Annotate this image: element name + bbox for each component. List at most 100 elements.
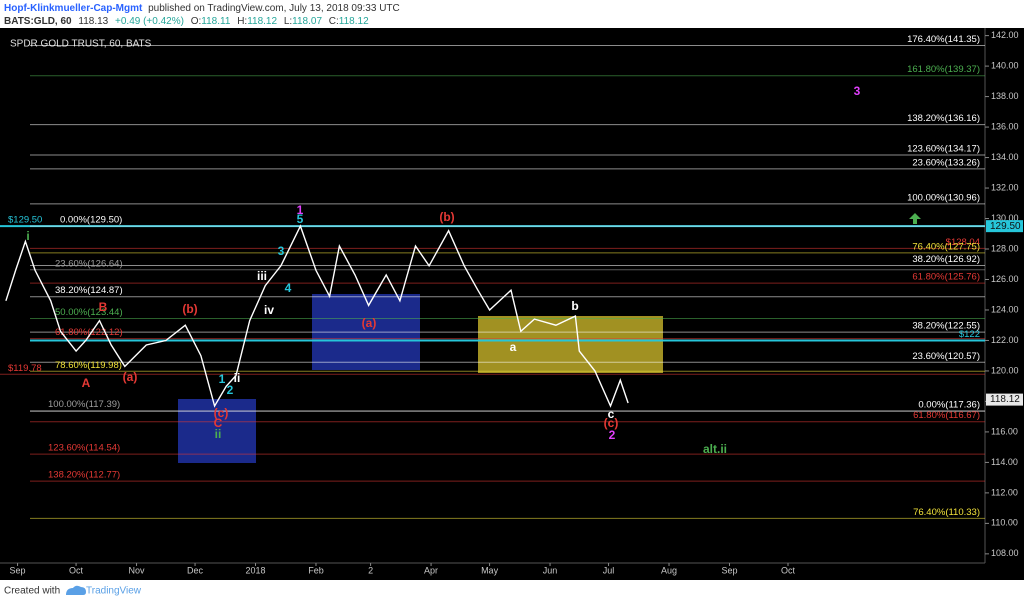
y-tick-label: 114.00 bbox=[991, 457, 1018, 467]
y-tick-label: 140.00 bbox=[991, 60, 1019, 70]
x-tick-label: Feb bbox=[308, 565, 324, 575]
level-label: 123.60%(114.54) bbox=[48, 443, 120, 454]
y-tick-label: 138.00 bbox=[991, 91, 1019, 101]
wave-label: (a) bbox=[123, 370, 138, 384]
x-tick-label: Sep bbox=[10, 565, 26, 575]
brand[interactable]: TradingView bbox=[86, 586, 142, 597]
y-tick-label: 122.00 bbox=[991, 335, 1019, 345]
last-price: 118.13 bbox=[78, 16, 108, 27]
x-tick-label: Apr bbox=[424, 565, 438, 575]
high: 118.12 bbox=[247, 16, 277, 27]
wave-label: ii bbox=[234, 371, 241, 385]
y-tick-label: 142.00 bbox=[991, 30, 1019, 40]
wave-label: (a) bbox=[362, 316, 377, 330]
wave-label: iv bbox=[264, 303, 274, 317]
level-label: 78.60%(119.98) bbox=[55, 360, 122, 371]
wave-label: c bbox=[608, 407, 615, 421]
level-label: 76.40%(127.75) bbox=[912, 241, 980, 252]
wave-label: 1 bbox=[219, 372, 226, 386]
wave-label: B bbox=[99, 300, 108, 314]
level-label: $128.04 bbox=[946, 237, 980, 248]
x-tick-label: 2 bbox=[368, 565, 373, 575]
level-label: 138.20%(112.77) bbox=[48, 470, 120, 481]
level-label: 23.60%(133.26) bbox=[912, 157, 980, 168]
wave-label: (b) bbox=[439, 210, 454, 224]
level-label: 38.20%(122.55) bbox=[912, 321, 980, 332]
close-label: C: bbox=[329, 16, 339, 27]
open: 118.11 bbox=[201, 16, 231, 27]
chart-title: SPDR GOLD TRUST, 60, BATS bbox=[10, 39, 152, 50]
wave-label: ii bbox=[215, 427, 222, 441]
price-tag bbox=[986, 393, 1023, 406]
y-tick-label: 116.00 bbox=[991, 426, 1018, 436]
level-label: 76.40%(110.33) bbox=[913, 507, 980, 518]
level-label: 100.00%(117.39) bbox=[48, 399, 120, 410]
y-tick-label: 136.00 bbox=[991, 121, 1019, 131]
price-tag bbox=[986, 220, 1023, 233]
level-label: 123.60%(134.17) bbox=[907, 143, 980, 154]
wave-label: 2 bbox=[227, 383, 234, 397]
price-tag-label: 118.12 bbox=[990, 394, 1020, 405]
x-tick-label: Jun bbox=[543, 565, 558, 575]
level-label: $122 bbox=[959, 329, 980, 340]
wave-label: 3 bbox=[854, 84, 861, 98]
wave-label: (c) bbox=[214, 406, 229, 420]
level-label: 161.80%(139.37) bbox=[907, 64, 980, 75]
y-tick-label: 134.00 bbox=[991, 152, 1019, 162]
y-tick-label: 126.00 bbox=[991, 274, 1019, 284]
wave-label: 2 bbox=[609, 428, 616, 442]
published: published on TradingView.com, July 13, 2… bbox=[148, 3, 400, 14]
level-label: $119.78 bbox=[8, 363, 42, 374]
low-label: L: bbox=[284, 16, 292, 27]
level-label: $129.50 bbox=[8, 215, 42, 226]
level-label: 38.20%(126.92) bbox=[912, 254, 980, 265]
price-tag-label: 129.50 bbox=[990, 221, 1021, 232]
wave-label: b bbox=[571, 299, 578, 313]
x-tick-label: Nov bbox=[129, 565, 146, 575]
symbol: BATS:GLD, 60 bbox=[4, 16, 72, 27]
wave-label: iii bbox=[257, 269, 267, 283]
x-tick-label: Oct bbox=[69, 565, 84, 575]
zone-box bbox=[178, 399, 256, 463]
high-label: H: bbox=[237, 16, 247, 27]
level-label: 61.80%(122.12) bbox=[55, 327, 123, 338]
footer: Created with TradingView bbox=[4, 586, 142, 597]
change: +0.49 (+0.42%) bbox=[115, 16, 184, 27]
price-line bbox=[5, 224, 629, 408]
wave-label: 5 bbox=[297, 212, 304, 226]
close: 118.12 bbox=[339, 16, 369, 27]
logo bbox=[66, 585, 86, 595]
y-tick-label: 120.00 bbox=[991, 365, 1019, 375]
y-tick-label: 132.00 bbox=[991, 182, 1019, 192]
y-tick-label: 112.00 bbox=[991, 487, 1018, 497]
level-label: 176.40%(141.35) bbox=[907, 34, 980, 45]
wave-label: a bbox=[510, 340, 517, 354]
wave-label: 4 bbox=[285, 281, 292, 295]
level-label: 50.00%(123.44) bbox=[55, 307, 123, 318]
x-tick-label: Sep bbox=[721, 565, 737, 575]
wave-label: 1 bbox=[297, 203, 304, 217]
x-tick-label: May bbox=[481, 565, 499, 575]
x-tick-label: Dec bbox=[187, 565, 204, 575]
open-label: O: bbox=[191, 16, 202, 27]
y-tick-label: 128.00 bbox=[991, 243, 1019, 253]
level-label: 0.00%(117.36) bbox=[918, 400, 980, 411]
low: 118.07 bbox=[292, 16, 322, 27]
header-line-1: Hopf-Klinkmueller-Cap-Mgmt published on … bbox=[4, 3, 400, 14]
y-tick-label: 130.00 bbox=[991, 213, 1019, 223]
up-arrow bbox=[909, 213, 921, 224]
level-label: 61.80%(116.67) bbox=[913, 410, 980, 421]
wave-label: (b) bbox=[182, 302, 197, 316]
x-tick-label: Jul bbox=[603, 565, 615, 575]
wave-label: A bbox=[82, 376, 91, 390]
author[interactable]: Hopf-Klinkmueller-Cap-Mgmt bbox=[4, 3, 143, 14]
wave-label: i bbox=[26, 229, 29, 243]
wave-label: C bbox=[214, 416, 223, 430]
x-tick-label: 2018 bbox=[245, 565, 265, 575]
wave-label: alt.ii bbox=[703, 442, 727, 456]
level-label: 138.20%(136.16) bbox=[907, 113, 980, 124]
level-label: 23.60%(126.64) bbox=[55, 258, 123, 269]
y-tick-label: 124.00 bbox=[991, 304, 1019, 314]
